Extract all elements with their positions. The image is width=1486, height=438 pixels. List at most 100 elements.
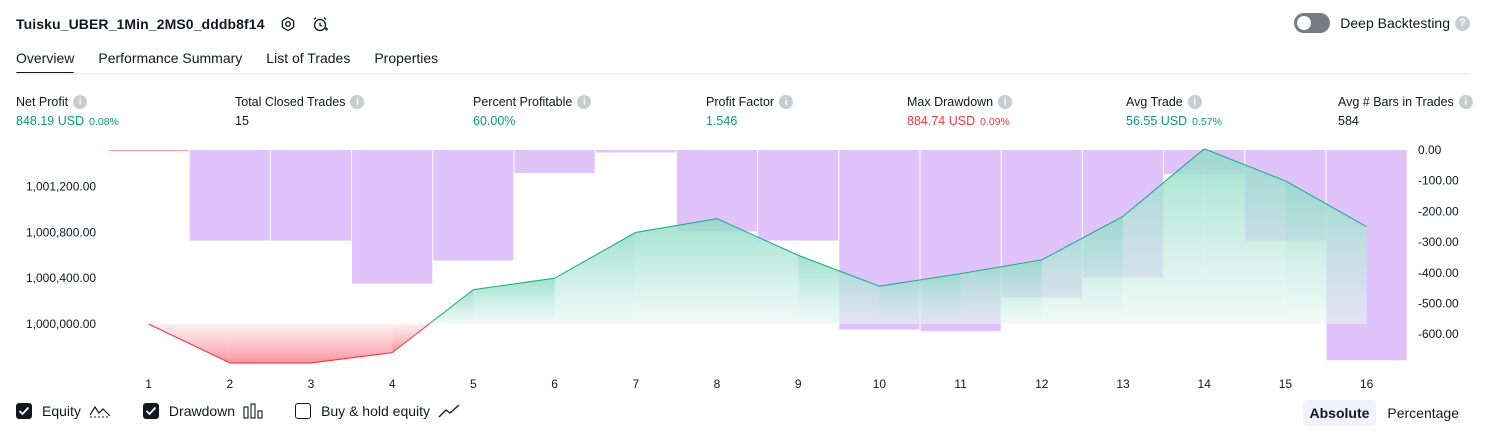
metric-value: 60.00% [473,114,516,128]
metric-net-profit: Net Profit i 848.19 USD 0.08% [16,94,119,128]
trade-number-label: 13 [1116,377,1130,391]
drawdown-bar [352,150,433,284]
equity-line [148,148,1367,364]
trade-number-axis: 1 2 3 4 5 6 7 8 9 10 11 12 13 14 15 16 [145,377,1373,391]
metric-label: Total Closed Trades [235,95,346,109]
drawdown-bar [595,150,676,153]
metric-label: Percent Profitable [473,95,573,109]
trade-number-label: 16 [1360,377,1374,391]
strategy-header: Tuisku_UBER_1Min_2MS0_dddb8f14 [16,12,329,36]
metric-total-closed-trades: Total Closed Trades i 15 [235,94,365,128]
equity-area [1041,216,1123,324]
equity-fill [148,148,1367,363]
report-tabs: Overview Performance Summary List of Tra… [16,46,462,75]
metric-label: Net Profit [16,95,69,109]
equity-checkbox[interactable] [16,403,32,419]
legend-drawdown[interactable]: Drawdown [142,403,263,419]
metric-avg-bars-in-trades: Avg # Bars in Trades i 584 [1338,94,1473,128]
tabs-divider [16,73,1470,75]
trade-number-label: 11 [954,377,967,391]
equity-segment [1122,148,1205,217]
chart-legend: Equity Drawdown Buy & hold equity [16,403,492,419]
drawdown-bar [758,150,839,241]
drawdown-tick-label: -600.00 [1418,327,1459,341]
drawdown-bar [676,150,758,232]
trade-number-label: 14 [1198,377,1212,391]
metric-percent: 0.57% [1192,116,1222,128]
legend-buy-hold-equity[interactable]: Buy & hold equity [295,403,460,419]
metric-value: 884.74 USD [907,114,976,128]
metric-percent: 0.08% [89,116,119,128]
legend-equity[interactable]: Equity [16,403,111,419]
metric-avg-trade: Avg Trade i 56.55 USD 0.57% [1126,94,1222,128]
add-alert-icon[interactable] [311,15,329,33]
trade-number-label: 10 [873,377,887,391]
trade-number-label: 3 [308,377,315,391]
info-icon[interactable]: i [1187,95,1202,109]
drawdown-checkbox[interactable] [142,403,159,419]
metric-label: Avg Trade [1126,95,1183,109]
drawdown-bar [189,150,270,241]
legend-label: Equity [42,403,81,419]
equity-tick-label: 1,000,400.00 [26,271,96,285]
legend-label: Buy & hold equity [321,403,431,419]
trade-number-label: 4 [389,377,396,391]
equity-segment [428,289,474,325]
metric-value: 848.19 USD [16,114,85,128]
info-icon[interactable]: i [998,95,1013,109]
deep-backtesting: Deep Backtesting ? [1294,13,1470,33]
trade-number-label: 2 [226,377,233,391]
trade-number-label: 7 [632,377,639,391]
tab-overview[interactable]: Overview [16,46,75,75]
mode-percentage[interactable]: Percentage [1387,405,1459,421]
metric-value: 56.55 USD [1126,114,1188,128]
drawdown-tick-label: -400.00 [1418,266,1459,280]
info-icon[interactable]: i [350,95,365,109]
equity-area [879,273,961,324]
info-icon[interactable]: i [73,95,88,109]
trade-number-label: 12 [1035,377,1049,391]
legend-label: Drawdown [168,403,236,419]
drawdown-tick-label: -100.00 [1418,174,1459,188]
tab-performance-summary[interactable]: Performance Summary [98,50,243,66]
equity-segment [635,218,718,233]
equity-segment [148,323,231,364]
equity-segment [310,352,393,364]
tab-list-of-trades[interactable]: List of Trades [266,50,351,66]
buy-hold-checkbox[interactable] [295,403,312,419]
tab-properties[interactable]: Properties [374,50,439,66]
trade-number-label: 1 [145,377,152,391]
deep-backtesting-label: Deep Backtesting [1340,15,1450,31]
drawdown-tick-label: 0.00 [1418,143,1442,157]
drawdown-axis: 0.00 -100.00 -200.00 -300.00 -400.00 -500.00 -… [1418,143,1459,341]
toggle-knob [1297,16,1312,30]
equity-segment [1285,180,1367,228]
loss-area [311,324,393,363]
equity-tick-label: 1,001,200.00 [26,180,96,194]
deep-backtesting-toggle[interactable] [1294,13,1331,33]
equity-segment [391,323,430,354]
drawdown-bar [433,150,514,261]
equity-area [1285,180,1367,324]
settings-icon[interactable] [279,15,297,33]
drawdown-tick-label: -500.00 [1418,297,1459,311]
drawdown-tick-label: -200.00 [1418,204,1459,218]
equity-segment [554,231,637,279]
metric-percent: 0.09% [980,116,1010,128]
info-icon[interactable]: i [779,95,794,109]
drawdown-tick-label: -300.00 [1418,235,1459,249]
trade-number-label: 8 [714,377,721,391]
info-icon[interactable]: i [577,95,592,109]
equity-area [473,278,555,324]
equity-segment [879,273,961,287]
equity-area [1204,148,1286,324]
metric-label: Max Drawdown [907,95,994,109]
trade-number-label: 15 [1279,377,1293,391]
info-icon[interactable]: i [1458,95,1473,109]
equity-segment [716,218,799,256]
drawdown-bar [108,150,189,152]
mode-absolute[interactable]: Absolute [1302,400,1377,426]
help-icon[interactable]: ? [1455,15,1470,31]
equity-segment [1203,148,1286,182]
equity-tick-label: 1,000,000.00 [26,317,96,331]
